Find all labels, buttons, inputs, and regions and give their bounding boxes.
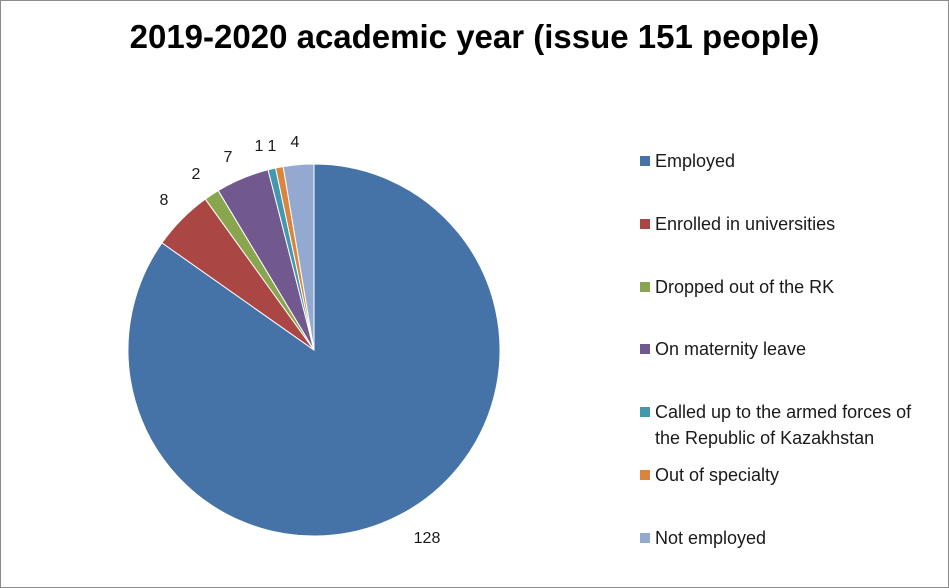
data-label-6: 4: [291, 134, 300, 151]
legend-item-0: Employed: [640, 151, 735, 171]
data-label-5: 1: [268, 138, 277, 155]
legend-label-6: Not employed: [655, 528, 766, 548]
legend-swatch-1: [640, 219, 650, 229]
legend-swatch-5: [640, 470, 650, 480]
legend-item-4: Called up to the armed forces of the Repu…: [640, 402, 912, 448]
legend-label-5: Out of specialty: [655, 465, 779, 485]
chart-title: 2019-2020 academic year (issue 151 peopl…: [129, 18, 820, 55]
legend-swatch-0: [640, 156, 650, 166]
pie-slices: [127, 163, 501, 537]
legend-label-1: Enrolled in universities: [655, 214, 835, 234]
data-label-0: 128: [414, 530, 441, 547]
legend-item-1: Enrolled in universities: [640, 214, 835, 234]
legend-label-4-line-1: the Republic of Kazakhstan: [655, 428, 874, 448]
legend-label-2: Dropped out of the RK: [655, 277, 834, 297]
legend-item-6: Not employed: [640, 528, 766, 548]
data-label-4: 1: [255, 138, 264, 155]
pie-slice-6: [282, 163, 315, 351]
data-label-1: 8: [160, 192, 169, 209]
legend-item-5: Out of specialty: [640, 465, 779, 485]
legend-item-3: On maternity leave: [640, 339, 806, 359]
legend-item-2: Dropped out of the RK: [640, 277, 834, 297]
legend-label-4-line-0: Called up to the armed forces of: [655, 402, 912, 422]
legend-label-3: On maternity leave: [655, 339, 806, 359]
legend-swatch-6: [640, 533, 650, 543]
legend-label-0: Employed: [655, 151, 735, 171]
legend-swatch-4: [640, 407, 650, 417]
legend-swatch-2: [640, 282, 650, 292]
data-label-2: 2: [192, 166, 201, 183]
legend: Employed Enrolled in universities Dropped …: [640, 151, 912, 548]
data-label-3: 7: [224, 149, 233, 166]
legend-swatch-3: [640, 344, 650, 354]
